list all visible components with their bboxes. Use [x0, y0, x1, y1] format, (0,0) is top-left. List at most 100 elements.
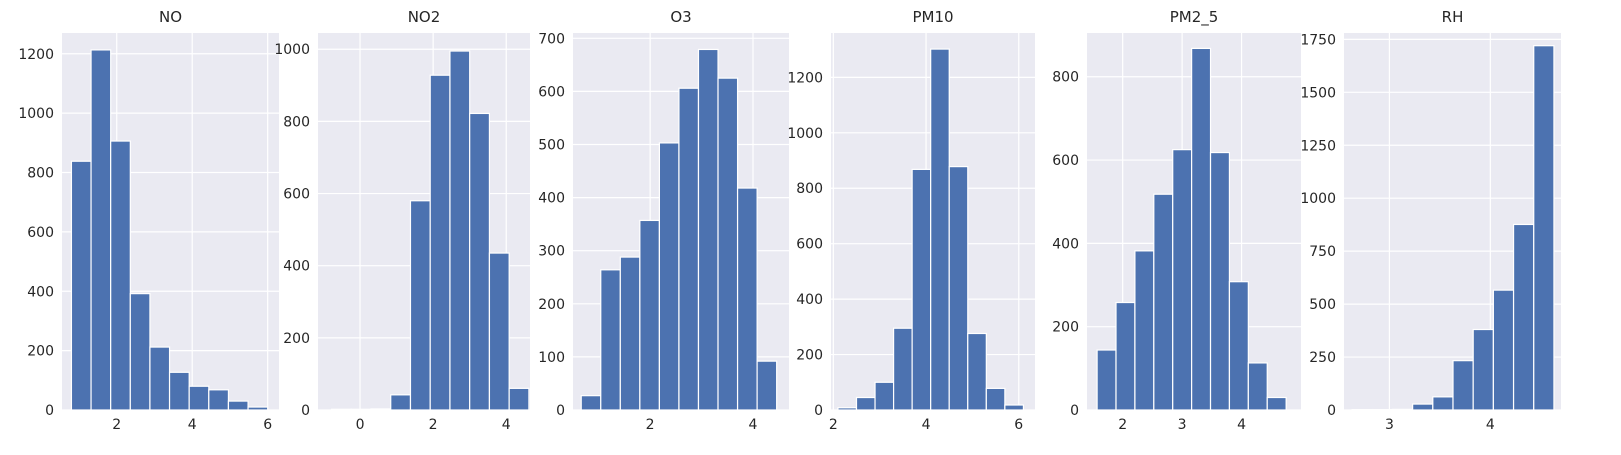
histogram-bar: [1432, 396, 1454, 411]
chart-title: NO: [159, 8, 182, 26]
panel-pm10: 0 200 400 600 800 1000 1200 2 4 6 PM10: [787, 8, 1035, 433]
x-tick-label: 4: [188, 417, 197, 433]
histogram-bar: [247, 406, 269, 411]
y-tick-label: 200: [796, 348, 823, 364]
histogram-bar: [1172, 149, 1193, 411]
y-tick-label: 300: [538, 244, 565, 260]
x-tick-label: 3: [1178, 417, 1187, 433]
histogram-bar: [1266, 396, 1287, 411]
histogram-bar: [600, 269, 621, 411]
histogram-bar: [1391, 408, 1414, 411]
y-tick-label: 1000: [787, 126, 823, 142]
y-tick-label: 1000: [1300, 191, 1336, 207]
histogram-bar: [1472, 328, 1494, 411]
histogram-bar: [1115, 301, 1136, 411]
y-tick-label: 250: [1309, 350, 1336, 366]
histogram-bar: [1096, 349, 1117, 411]
histogram-bar: [1412, 403, 1434, 411]
x-tick-label: 4: [1486, 417, 1495, 433]
histogram-bar: [1228, 281, 1249, 411]
histogram-bar: [110, 140, 131, 411]
histogram-bar: [855, 396, 876, 411]
y-tick-label: 600: [538, 84, 565, 100]
histogram-bar: [350, 408, 372, 411]
histogram-bar: [208, 389, 230, 411]
y-tick-label: 1250: [1300, 138, 1336, 154]
histogram-bar: [449, 50, 471, 411]
panel-no2: 0 200 400 600 800 1000 0 2 4 NO2: [274, 8, 530, 433]
histogram-bar: [488, 252, 510, 411]
histogram-bar: [508, 387, 530, 411]
chart-title: PM2_5: [1170, 8, 1219, 27]
y-tick-label: 200: [1052, 320, 1079, 336]
histogram-bar: [1247, 362, 1268, 411]
y-tick-label: 400: [1052, 236, 1079, 252]
histogram-bar: [639, 219, 660, 411]
y-tick-label: 800: [27, 166, 54, 182]
chart-title: PM10: [912, 8, 953, 26]
histogram-bar: [1209, 151, 1231, 411]
panel-pm2-5: 0 200 400 600 800 2 3 4 PM2_5: [1052, 8, 1301, 433]
y-tick-label: 500: [538, 138, 565, 154]
y-tick-label: 200: [27, 344, 54, 360]
chart-title: RH: [1442, 8, 1464, 26]
histogram-bar: [1533, 45, 1555, 411]
panel-no: 0 200 400 600 800 1000 1200 2 4 6 NO: [18, 8, 279, 433]
histogram-bar: [1492, 289, 1515, 411]
x-tick-label: 2: [646, 417, 655, 433]
y-tick-label: 200: [283, 331, 310, 347]
x-tick-label: 6: [1014, 417, 1023, 433]
y-tick-label: 800: [796, 181, 823, 197]
histogram-bar: [1004, 404, 1025, 411]
y-tick-label: 400: [27, 284, 54, 300]
y-tick-label: 100: [538, 350, 565, 366]
histogram-bar: [90, 49, 112, 411]
histogram-bar: [1191, 47, 1212, 411]
y-tick-label: 0: [1070, 403, 1079, 419]
y-tick-label: 0: [45, 403, 54, 419]
y-tick-label: 600: [283, 187, 310, 203]
x-tick-label: 4: [1237, 417, 1246, 433]
histogram-bar: [469, 112, 491, 411]
x-tick-label: 2: [1118, 417, 1127, 433]
histogram-bar: [227, 400, 249, 411]
y-tick-label: 500: [1309, 297, 1336, 313]
histogram-bar: [930, 48, 950, 411]
y-tick-label: 400: [283, 259, 310, 275]
histogram-bar: [1512, 223, 1535, 411]
y-tick-label: 600: [1052, 153, 1079, 169]
y-tick-label: 1200: [787, 70, 823, 86]
histogram-bar: [129, 293, 151, 411]
histogram-bar: [149, 346, 171, 411]
histogram-bar: [756, 360, 778, 411]
y-tick-label: 600: [796, 237, 823, 253]
histogram-bar: [717, 77, 739, 411]
y-tick-label: 0: [556, 403, 565, 419]
y-tick-label: 0: [814, 403, 823, 419]
histogram-bar: [1153, 193, 1174, 411]
y-tick-label: 750: [1309, 244, 1336, 260]
histogram-bar: [70, 160, 92, 411]
x-tick-label: 2: [429, 417, 438, 433]
y-tick-label: 1200: [18, 47, 54, 63]
histogram-bar: [370, 408, 392, 411]
histogram-bar: [658, 142, 680, 411]
histogram-bar: [330, 408, 352, 411]
histogram-bar: [678, 87, 700, 411]
panel-rh: 0 250 500 750 1000 1250 1500 1750 3 4 RH: [1300, 8, 1561, 433]
histogram-bar: [1452, 360, 1474, 411]
histogram-bar: [967, 332, 987, 411]
histogram-bar: [985, 387, 1006, 411]
histogram-bar: [837, 407, 858, 411]
x-tick-label: 3: [1385, 417, 1394, 433]
y-tick-label: 400: [796, 292, 823, 308]
x-tick-label: 6: [263, 417, 272, 433]
chart-title: O3: [670, 8, 691, 26]
y-tick-label: 400: [538, 191, 565, 207]
histogram-bar: [580, 395, 602, 411]
x-tick-label: 4: [922, 417, 931, 433]
y-tick-label: 0: [1327, 403, 1336, 419]
histogram-bar: [188, 385, 210, 411]
y-tick-label: 800: [1052, 70, 1079, 86]
